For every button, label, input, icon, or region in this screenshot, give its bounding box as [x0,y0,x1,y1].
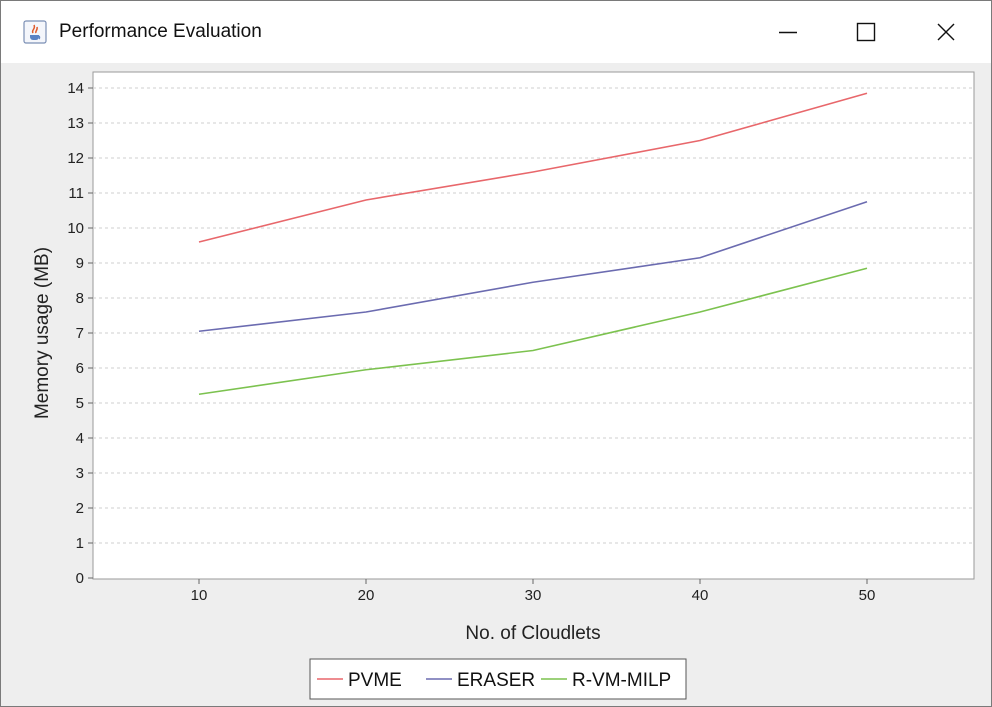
y-tick-label: 13 [67,115,84,132]
y-tick-label: 3 [76,465,84,482]
x-tick-label: 30 [525,587,542,604]
grid-lines [93,87,974,544]
y-tick-label: 2 [76,500,84,517]
y-tick-label: 1 [76,535,84,552]
y-tick-label: 14 [67,80,84,97]
legend-label: PVME [348,670,402,691]
java-coffee-cup-icon [23,20,47,44]
y-tick-label: 6 [76,360,84,377]
x-tick-label: 50 [859,587,876,604]
y-tick-label: 10 [67,220,84,237]
y-tick-label: 8 [76,290,84,307]
minimize-icon [779,31,797,34]
y-tick-label: 0 [76,570,84,587]
series-line-pvme [198,92,868,243]
legend-box [309,658,687,700]
x-tick-label: 40 [692,587,709,604]
legend-label: R-VM-MILP [572,670,671,691]
series-line-eraser [198,200,868,333]
legend-label: ERASER [457,670,535,691]
x-tick-label: 20 [358,587,375,604]
series-line-r-vm-milp [198,267,868,396]
y-tick-label: 4 [76,430,84,447]
series-lines [198,92,868,396]
plot-background [92,71,975,580]
y-tick-label: 11 [68,185,84,202]
y-tick-label: 12 [67,150,84,167]
y-tick-label: 9 [76,255,84,272]
y-tick-label: 7 [76,325,84,342]
title-bar[interactable]: Performance Evaluation [1,1,991,63]
y-tick-label: 5 [76,395,84,412]
close-button[interactable] [921,11,971,53]
x-tick-label: 10 [191,587,208,604]
x-axis-label: No. of Cloudlets [465,623,600,644]
minimize-button[interactable] [763,11,813,53]
maximize-icon [856,22,876,42]
chart-panel: 0 1 2 3 4 5 6 7 8 9 10 11 12 13 14 10 20 30 40 50 No. of Cl… [1,63,991,706]
close-icon [937,23,955,41]
window-title: Performance Evaluation [59,21,262,42]
legend: PVME ERASER R-VM-MILP [309,658,687,700]
y-axis-label: Memory usage (MB) [32,247,53,419]
maximize-button[interactable] [841,11,891,53]
